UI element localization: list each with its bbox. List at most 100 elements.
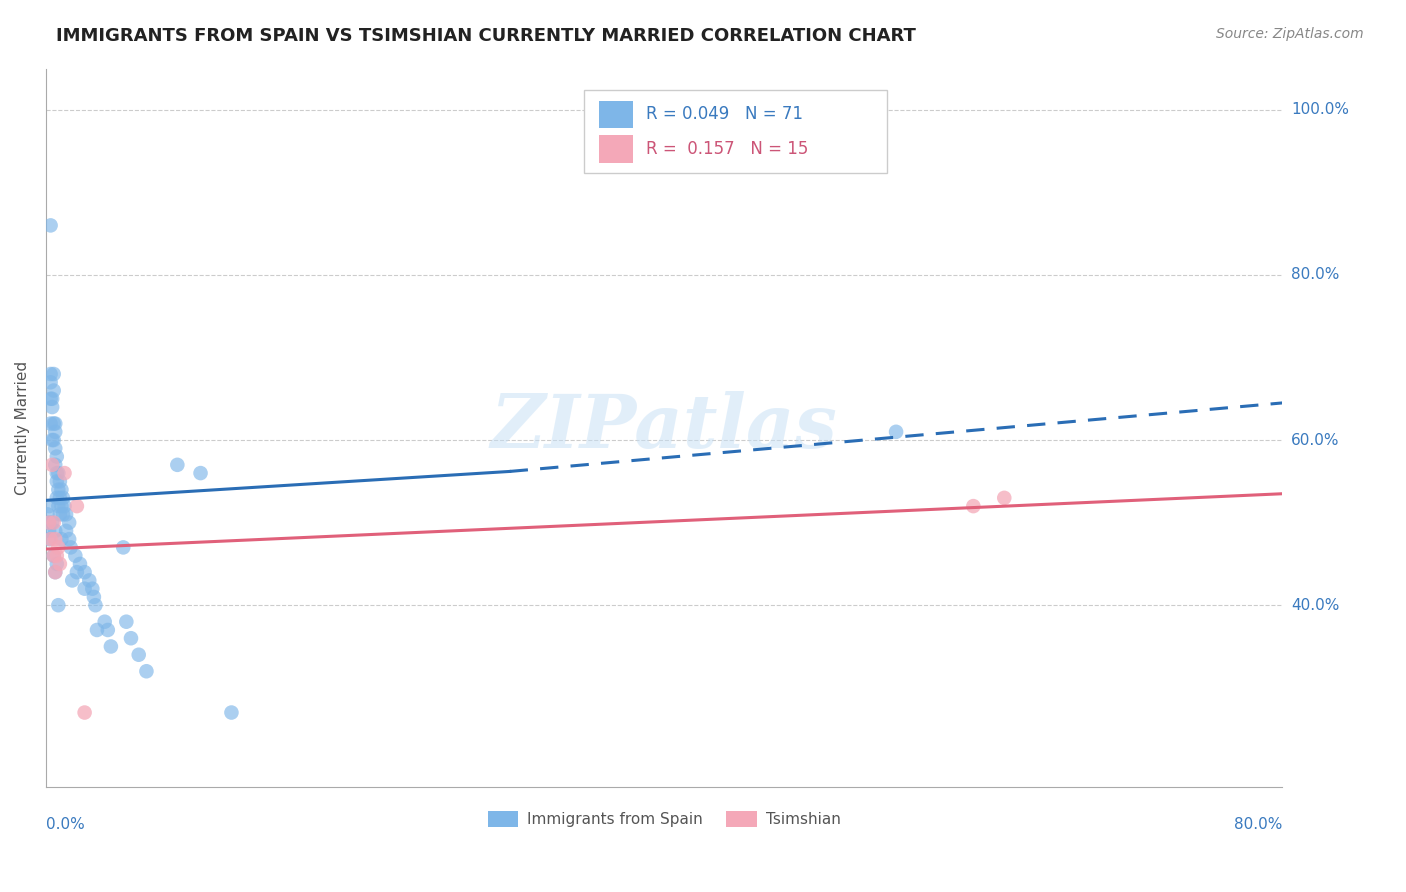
Text: ZIPatlas: ZIPatlas bbox=[491, 392, 838, 464]
Text: 80.0%: 80.0% bbox=[1234, 817, 1282, 832]
Point bbox=[39, 376, 62, 390]
Point bbox=[37, 508, 59, 522]
Point bbox=[42, 433, 65, 447]
Point bbox=[49, 557, 72, 571]
Point bbox=[120, 631, 142, 645]
Point bbox=[45, 450, 67, 464]
Point bbox=[38, 499, 60, 513]
Point bbox=[46, 483, 69, 497]
Point bbox=[73, 565, 96, 579]
Text: R =  0.157   N = 15: R = 0.157 N = 15 bbox=[645, 140, 808, 158]
Point bbox=[82, 582, 104, 596]
Point bbox=[44, 458, 66, 472]
Point bbox=[83, 590, 105, 604]
Point bbox=[166, 458, 188, 472]
Point bbox=[100, 640, 122, 654]
Point bbox=[58, 532, 80, 546]
Point bbox=[46, 466, 69, 480]
Point bbox=[55, 524, 77, 538]
Point bbox=[42, 549, 65, 563]
Point bbox=[44, 425, 66, 439]
Point bbox=[39, 532, 62, 546]
Text: R = 0.049   N = 71: R = 0.049 N = 71 bbox=[645, 104, 803, 123]
Point bbox=[46, 598, 69, 612]
Point bbox=[39, 219, 62, 233]
Point bbox=[73, 582, 96, 596]
FancyBboxPatch shape bbox=[583, 90, 887, 173]
Point bbox=[52, 508, 75, 522]
Point bbox=[41, 516, 63, 530]
Point bbox=[53, 466, 76, 480]
Point bbox=[884, 425, 907, 439]
FancyBboxPatch shape bbox=[599, 101, 633, 128]
Point bbox=[69, 557, 91, 571]
Point bbox=[44, 442, 66, 456]
Point bbox=[135, 665, 157, 679]
Point bbox=[42, 417, 65, 431]
Point bbox=[42, 516, 65, 530]
Point bbox=[41, 458, 63, 472]
Point bbox=[53, 499, 76, 513]
Point bbox=[45, 491, 67, 505]
Point bbox=[51, 499, 73, 513]
Point bbox=[962, 499, 984, 513]
Point bbox=[42, 384, 65, 398]
Point bbox=[38, 516, 60, 530]
Text: 100.0%: 100.0% bbox=[1291, 103, 1348, 118]
Text: 80.0%: 80.0% bbox=[1291, 268, 1339, 283]
Point bbox=[60, 574, 83, 588]
Point bbox=[41, 433, 63, 447]
Point bbox=[49, 508, 72, 522]
Point bbox=[39, 417, 62, 431]
Point bbox=[66, 499, 89, 513]
Point bbox=[59, 541, 82, 555]
Point bbox=[44, 565, 66, 579]
Point bbox=[51, 483, 73, 497]
Point bbox=[52, 491, 75, 505]
Point bbox=[41, 392, 63, 406]
Point bbox=[45, 557, 67, 571]
Point bbox=[58, 516, 80, 530]
Point bbox=[44, 524, 66, 538]
Point bbox=[38, 532, 60, 546]
Point bbox=[77, 574, 100, 588]
Point bbox=[84, 598, 107, 612]
Point bbox=[993, 491, 1015, 505]
Text: 60.0%: 60.0% bbox=[1291, 433, 1340, 448]
Point bbox=[115, 615, 138, 629]
Point bbox=[46, 499, 69, 513]
Point bbox=[49, 491, 72, 505]
Point bbox=[51, 532, 73, 546]
Point bbox=[65, 549, 87, 563]
Point bbox=[66, 565, 89, 579]
Point bbox=[112, 541, 135, 555]
Point bbox=[38, 524, 60, 538]
Point bbox=[73, 706, 96, 720]
Point bbox=[44, 417, 66, 431]
Point bbox=[39, 392, 62, 406]
Point bbox=[55, 508, 77, 522]
Point bbox=[45, 466, 67, 480]
Text: 0.0%: 0.0% bbox=[46, 817, 84, 832]
Point bbox=[128, 648, 150, 662]
Point bbox=[49, 475, 72, 489]
Point bbox=[86, 623, 108, 637]
Legend: Immigrants from Spain, Tsimshian: Immigrants from Spain, Tsimshian bbox=[482, 805, 846, 833]
Point bbox=[44, 532, 66, 546]
Point bbox=[41, 400, 63, 414]
FancyBboxPatch shape bbox=[599, 136, 633, 162]
Point bbox=[97, 623, 120, 637]
Point bbox=[221, 706, 243, 720]
Point bbox=[45, 549, 67, 563]
Text: IMMIGRANTS FROM SPAIN VS TSIMSHIAN CURRENTLY MARRIED CORRELATION CHART: IMMIGRANTS FROM SPAIN VS TSIMSHIAN CURRE… bbox=[56, 27, 917, 45]
Text: Source: ZipAtlas.com: Source: ZipAtlas.com bbox=[1216, 27, 1364, 41]
Point bbox=[42, 549, 65, 563]
Y-axis label: Currently Married: Currently Married bbox=[15, 360, 30, 495]
Point bbox=[38, 516, 60, 530]
Point bbox=[190, 466, 212, 480]
Point bbox=[39, 367, 62, 381]
Text: 40.0%: 40.0% bbox=[1291, 598, 1339, 613]
Point bbox=[45, 475, 67, 489]
Point bbox=[44, 565, 66, 579]
Point bbox=[93, 615, 115, 629]
